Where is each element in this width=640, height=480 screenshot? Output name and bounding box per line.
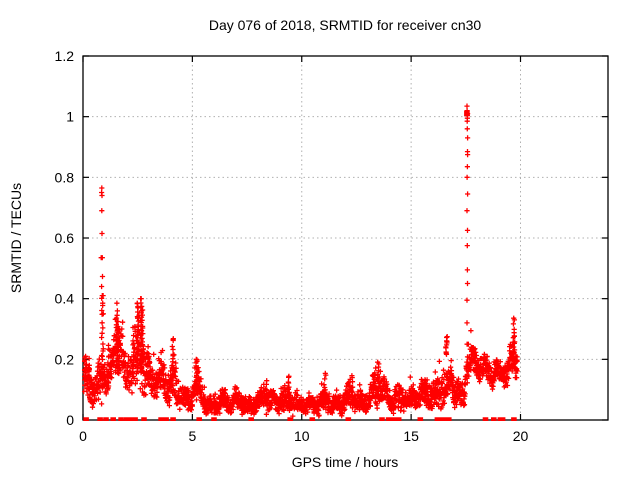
y-tick-label: 0.6 [55,230,75,246]
x-tick-labels: 0 5 10 15 20 [79,428,528,444]
x-tick-label: 10 [294,428,310,444]
gridlines [83,56,608,420]
y-tick-label: 0.4 [55,291,75,307]
y-tick-label: 0.8 [55,169,75,185]
x-tick-label: 15 [403,428,419,444]
x-axis-label: GPS time / hours [292,454,399,470]
data-points-plus-markers [82,103,520,419]
x-tick-label: 20 [513,428,529,444]
plot-title: Day 076 of 2018, SRMTID for receiver cn3… [209,17,482,33]
y-tick-label: 1.2 [55,48,75,64]
y-tick-labels: 0 0.2 0.4 0.6 0.8 1 1.2 [55,48,75,428]
x-tick-label: 5 [188,428,196,444]
y-tick-label: 1 [66,109,74,125]
y-axis-label: SRMTID / TECUs [8,183,24,293]
y-tick-label: 0 [66,412,74,428]
axis-ticks [82,55,608,421]
y-tick-label: 0.2 [55,351,75,367]
x-tick-label: 0 [79,428,87,444]
